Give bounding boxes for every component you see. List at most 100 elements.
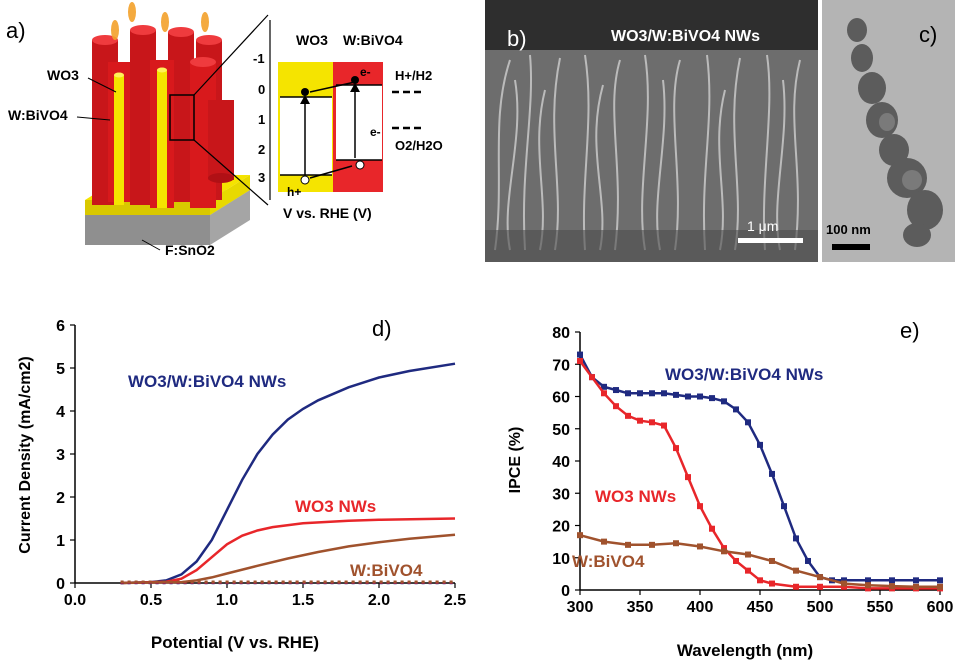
chart-d-xlabel: Potential (V vs. RHE) [151,633,319,652]
x-tick-label: 0.0 [64,592,86,609]
data-point [841,580,847,587]
data-point [625,412,631,419]
band-label-wo3: WO3 [296,32,328,48]
x-tick-label: 550 [867,599,894,616]
y-tick-label: 2 [56,490,65,507]
chart-d-lines [120,362,456,585]
band-axis-tick: 0 [258,82,265,97]
x-tick-label: 450 [747,599,774,616]
band-diagram: -1 0 1 2 3 WO3 W:BiVO4 H+/H2 O2/H2O e- e… [253,20,443,221]
data-point [937,577,943,584]
x-tick-label: 300 [567,599,594,616]
band-axis-tick: 3 [258,170,265,185]
data-point [805,557,811,564]
chart-e-ylabel: IPCE (%) [507,427,524,494]
panel-label-a: a) [6,18,26,43]
data-point [601,538,607,545]
x-tick-label: 1.5 [292,592,314,609]
sem-texture [485,0,818,262]
band-axis-title: V vs. RHE (V) [283,205,372,221]
x-tick-label: 2.0 [368,592,390,609]
band-axis-tick: -1 [253,51,265,66]
x-tick-label: 500 [807,599,834,616]
data-point [637,390,643,397]
data-point [733,406,739,413]
chart-e-lines [577,351,943,592]
data-point [685,474,691,481]
label-electron-2: e- [370,125,381,139]
data-point [793,583,799,590]
data-point [793,567,799,574]
data-point [733,557,739,564]
data-point [697,503,703,510]
data-point [913,583,919,590]
chart-d-ylabel: Current Density (mA/cm2) [17,356,34,553]
data-point [757,577,763,584]
label-fto: F:SnO2 [165,242,215,258]
data-point [745,551,751,558]
tem-scale-bar [832,244,870,250]
y-tick-label: 0 [561,583,570,600]
data-point [577,358,583,365]
sem-scale-label: 1 μm [747,218,779,234]
data-point [721,398,727,405]
panel-label-c: c) [919,22,938,47]
label-h-plus-h2: H+/H2 [395,68,432,83]
data-point [769,470,775,477]
y-tick-label: 50 [552,422,570,439]
y-tick-label: 80 [552,325,570,342]
band-axis-tick: 2 [258,142,265,157]
label-wo3: WO3 [47,67,79,83]
data-point [613,403,619,410]
data-point [745,419,751,426]
series-line-2 [579,533,940,589]
data-point [637,417,643,424]
label-e-navy: WO3/W:BiVO4 NWs [665,365,823,384]
data-point [625,390,631,397]
zoom-box [169,94,195,141]
data-point [721,548,727,555]
data-point [865,582,871,589]
label-d-navy: WO3/W:BiVO4 NWs [128,372,286,391]
data-point [577,351,583,358]
panel-label-d: d) [372,316,392,341]
y-tick-label: 3 [56,447,65,464]
panel-b-sem-image: b) WO3/W:BiVO4 NWs 1 μm [485,0,818,262]
y-tick-label: 70 [552,357,570,374]
chart-d-current-density: 0.0 0.5 1.0 1.5 2.0 2.5 0 1 2 3 4 5 6 d) WO3/W:BiVO4… [17,316,466,652]
x-tick-label: 0.5 [140,592,162,609]
nanowire-array [92,2,234,208]
data-point [889,583,895,590]
label-e-red: WO3 NWs [595,487,676,506]
label-wbivo4: W:BiVO4 [8,107,68,123]
y-tick-label: 4 [56,404,65,421]
data-point [757,441,763,448]
data-point [841,583,847,590]
data-point [649,541,655,548]
label-o2-h2o: O2/H2O [395,138,443,153]
data-point [721,545,727,552]
data-point [781,503,787,510]
data-point [937,583,943,590]
x-tick-label: 600 [927,599,954,616]
data-point [661,422,667,429]
panel-a: a) WO3 W:BiVO4 F:SnO2 -1 0 [6,2,443,258]
chart-e-axes: 300 350 400 450 500 550 600 0 10 20 30 40 50 60 70 80 [552,325,953,616]
label-e-brown: W:BiVO4 [572,552,645,571]
y-tick-label: 30 [552,486,570,503]
data-point [817,574,823,581]
data-point [793,535,799,542]
data-point [697,393,703,400]
series-line-1 [120,517,456,585]
x-tick-label: 1.0 [216,592,238,609]
y-tick-label: 5 [56,361,65,378]
label-hole: h+ [287,185,301,199]
data-point [577,532,583,539]
label-electron: e- [360,65,371,79]
data-point [661,390,667,397]
data-point [865,577,871,584]
sem-title: WO3/W:BiVO4 NWs [611,28,761,45]
y-tick-label: 1 [56,533,65,550]
y-tick-label: 6 [56,318,65,335]
sem-scale-bar [738,238,803,243]
